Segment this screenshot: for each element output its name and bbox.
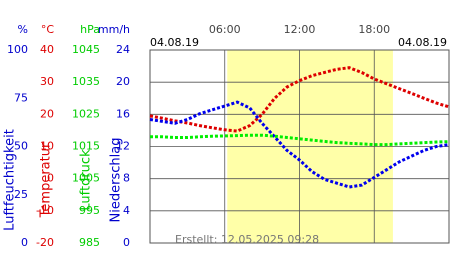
y-tick-label: 1035 [72,75,100,88]
x-tick-label: 18:00 [358,23,390,36]
y-tick-label: 985 [79,236,100,249]
data-line [149,100,450,189]
y-tick-label: 0 [123,236,130,249]
axis-unit: % [18,23,28,36]
axis-unit: hPa [80,23,100,36]
y-tick-label: -10 [36,204,54,217]
y-tick-label: 75 [14,91,28,104]
axis-title: Temperatur [39,142,54,218]
axis-unit: °C [41,23,55,36]
data-line [149,66,450,133]
y-tick-label: 20 [116,75,130,88]
y-tick-label: 8 [123,172,130,185]
date-left: 04.08.19 [150,36,199,49]
x-tick-label: 12:00 [284,23,316,36]
date-right: 04.08.19 [398,36,447,49]
y-tick-label: 4 [123,204,130,217]
y-tick-label: 50 [14,140,28,153]
y-tick-label: 30 [40,75,54,88]
y-tick-label: 0 [47,172,54,185]
axis-title: Luftdruck [79,149,94,211]
axis-title: Luftfeuchtigkeit [3,129,18,231]
y-tick-label: 100 [7,43,28,56]
y-tick-label: 1015 [72,140,100,153]
axis-title: Niederschlag [109,138,124,223]
created-label: Erstellt: 12.05.2025 09:28 [175,233,319,246]
y-tick-label: 16 [116,107,130,120]
plot-frame [149,49,450,244]
y-tick-label: -20 [36,236,54,249]
y-tick-label: 25 [14,188,28,201]
x-tick-label: 06:00 [209,23,241,36]
y-tick-label: 12 [116,140,130,153]
y-tick-label: 10 [40,140,54,153]
y-tick-label: 0 [21,236,28,249]
y-tick-label: 40 [40,43,54,56]
y-tick-label: 1045 [72,43,100,56]
y-tick-label: 995 [79,204,100,217]
y-tick-label: 1005 [72,172,100,185]
y-tick-label: 1025 [72,107,100,120]
y-tick-label: 24 [116,43,130,56]
axis-unit: mm/h [98,23,130,36]
y-tick-label: 20 [40,107,54,120]
